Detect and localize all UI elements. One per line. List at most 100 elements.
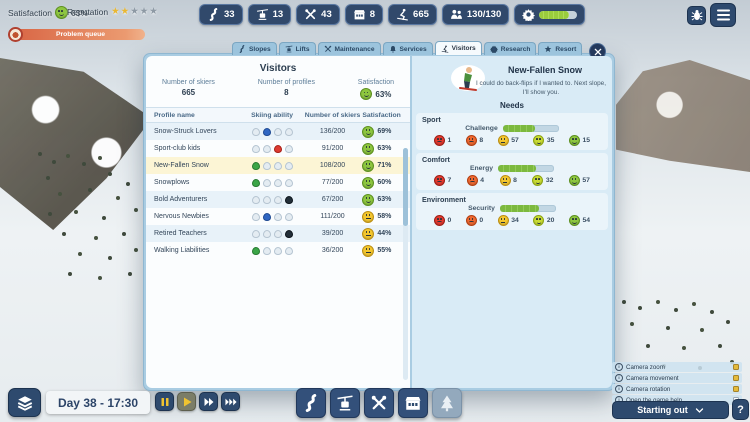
resource-value: 13 [272,9,284,20]
tutorial-section-label: Starting out [637,405,688,415]
tutorial-item[interactable]: i Camera movement [612,373,742,383]
building-icon [353,8,366,21]
tab-services[interactable]: Services [382,42,433,55]
resource-value: 33 [224,9,235,20]
skier-count: 39/200 [321,230,344,237]
need-count: 35 [533,135,554,146]
face-orange-icon [465,215,477,226]
skiing-ability [241,212,303,221]
ability-blue-icon [262,246,271,255]
ability-blue-icon [262,195,271,204]
tab-maintenance[interactable]: Maintenance [317,42,381,55]
table-row[interactable]: Snow-Struck Lovers 136/200 69% [146,123,410,140]
tab-slopes[interactable]: Slopes [232,42,277,55]
problem-queue-notification[interactable]: Problem queue [8,27,145,42]
face-yellow-icon [499,175,511,186]
column-header: Skiing ability [251,111,294,119]
layers-button[interactable] [8,388,41,417]
management-window: Slopes Lifts Maintenance Services Visitors Re… [143,41,615,391]
info-icon: i [615,374,623,382]
skier-count: 111/200 [320,213,345,220]
skiing-ability [241,161,303,170]
close-icon[interactable] [589,43,606,60]
need-count: 1 [434,135,451,146]
ability-blue-icon [262,144,271,153]
tutorial-item[interactable]: i Camera rotation [612,384,742,394]
build-shop-button[interactable] [398,388,428,418]
fast-forward-icon [203,396,215,408]
layers-icon [16,394,34,412]
visitors-stat: Number of skiers 665 [162,79,215,97]
tab-resort[interactable]: Resort [538,42,583,55]
need-progress-bar [499,205,556,212]
tutorial-item[interactable]: i Camera zoom [612,362,742,372]
building-icon [404,394,422,412]
scrollbar-thumb[interactable] [403,148,408,226]
row-satisfaction: 58% [362,210,402,223]
profile-name: Sport-club kids [154,145,201,152]
ability-red-icon [273,144,282,153]
build-slope-button[interactable] [296,388,326,418]
tab-visitors[interactable]: Visitors [434,41,482,55]
face-green-icon [568,135,580,146]
face-yellow-icon [497,215,509,226]
mountain-rocks-right [616,60,750,172]
profile-name: Snowplows [154,179,190,186]
build-lift-button[interactable] [330,388,360,418]
face-green-icon [362,142,375,155]
profile-name: Nervous Newbies [154,213,209,220]
maintenance-button[interactable] [364,388,394,418]
tools-icon [304,8,317,21]
ability-red-icon [273,161,282,170]
need-count: 54 [568,215,590,226]
row-satisfaction: 63% [362,142,402,155]
tab-lifts[interactable]: Lifts [278,42,316,55]
table-row[interactable]: Nervous Newbies 111/200 58% [146,208,410,225]
pause-button[interactable] [155,392,174,411]
visitors-panel: Visitors Number of skiers 665 Number of pr… [146,56,410,388]
ability-green-icon [251,161,260,170]
lift-icon [256,8,269,21]
table-row[interactable]: Sport-club kids 91/200 63% [146,140,410,157]
tab-research[interactable]: Research [483,42,537,55]
table-row[interactable]: Bold Adventurers 67/200 63% [146,191,410,208]
ability-blue-icon [262,178,271,187]
checkbox-icon [733,386,739,392]
ability-blue-icon [262,212,271,221]
table-row[interactable]: New-Fallen Snow 108/200 71% [146,157,410,174]
resource-slopes: 33 [199,4,243,25]
ability-green-icon [251,144,260,153]
resource-buildings: 8 [344,4,384,25]
table-row[interactable]: Walking Liabilities 36/200 55% [146,242,410,259]
bug-report-button[interactable] [687,5,706,25]
ability-green-icon [251,212,260,221]
face-red-icon [434,175,445,186]
fastest-button[interactable] [221,392,240,411]
lift-icon [285,45,293,53]
skier-count: 77/200 [321,179,344,186]
satisfaction-stat: Satisfaction 63% [8,6,88,19]
mountain-rocks-left [0,58,152,230]
skiing-ability [241,195,303,204]
resource-progress [514,4,586,25]
skier-icon [441,45,449,53]
fast-forward-button[interactable] [199,392,218,411]
decorations-button[interactable] [432,388,462,418]
table-scrollbar[interactable] [403,148,408,380]
table-row[interactable]: Retired Teachers 39/200 44% [146,225,410,242]
slope-icon [302,394,320,412]
slope-icon [238,45,246,53]
row-satisfaction: 63% [362,193,402,206]
table-header: Profile name Skiing ability Number of skie… [146,107,410,123]
speed-controls [155,392,240,411]
menu-button[interactable] [710,3,736,27]
table-row[interactable]: Snowplows 77/200 60% [146,174,410,191]
tutorial-section-button[interactable]: Starting out [612,401,729,419]
play-button[interactable] [177,392,196,411]
checkbox-icon [733,375,739,381]
ability-red-icon [273,127,282,136]
ability-red-icon [273,229,282,238]
play-icon [181,396,193,408]
help-button[interactable]: ? [732,399,749,420]
need-count: 0 [465,215,483,226]
